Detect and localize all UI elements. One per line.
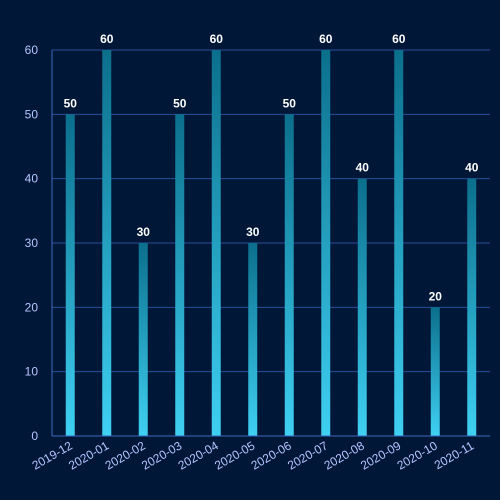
data-label-2019-12: 50 <box>64 96 78 110</box>
y-tick-label: 40 <box>25 172 39 186</box>
data-label-2020-08: 40 <box>356 161 370 175</box>
data-label-2020-01: 60 <box>100 32 114 46</box>
x-tick-label-2020-07: 2020-07 <box>285 438 330 472</box>
data-label-2020-10: 20 <box>429 289 443 303</box>
bar-2020-07[interactable] <box>321 50 331 436</box>
bar-2020-03[interactable] <box>175 114 185 436</box>
bars <box>65 50 477 436</box>
x-tick-label-2020-04: 2020-04 <box>176 438 221 472</box>
bar-2020-11[interactable] <box>467 178 477 436</box>
bar-2019-12[interactable] <box>65 114 75 436</box>
x-tick-label-2019-12: 2019-12 <box>30 438 75 472</box>
data-label-2020-09: 60 <box>392 32 406 46</box>
x-tick-label-2020-03: 2020-03 <box>139 438 184 472</box>
y-tick-label: 50 <box>25 107 39 121</box>
data-label-2020-04: 60 <box>210 32 224 46</box>
data-label-2020-07: 60 <box>319 32 333 46</box>
x-tick-label-2020-06: 2020-06 <box>249 438 294 472</box>
bar-2020-01[interactable] <box>102 50 112 436</box>
bar-2020-06[interactable] <box>284 114 294 436</box>
x-tick-label-2020-01: 2020-01 <box>66 438 111 472</box>
grid-lines <box>52 49 490 373</box>
bar-2020-04[interactable] <box>211 50 221 436</box>
bar-2020-05[interactable] <box>248 243 258 436</box>
bar-2020-08[interactable] <box>357 178 367 436</box>
data-label-2020-03: 50 <box>173 96 187 110</box>
x-tick-label-2020-10: 2020-10 <box>395 438 440 472</box>
y-tick-label: 60 <box>25 43 39 57</box>
bar-2020-09[interactable] <box>394 50 404 436</box>
data-label-2020-02: 30 <box>137 225 151 239</box>
data-label-2020-06: 50 <box>283 96 297 110</box>
x-tick-label-2020-09: 2020-09 <box>358 438 403 472</box>
bar-2020-02[interactable] <box>138 243 148 436</box>
y-tick-label: 30 <box>25 236 39 250</box>
y-tick-label: 20 <box>25 300 39 314</box>
x-tick-label-2020-08: 2020-08 <box>322 438 367 472</box>
axes <box>51 50 490 437</box>
x-tick-label-2020-11: 2020-11 <box>432 438 477 472</box>
data-label-2020-11: 40 <box>465 161 479 175</box>
y-tick-label: 10 <box>25 365 39 379</box>
data-label-2020-05: 30 <box>246 225 260 239</box>
x-tick-label-2020-05: 2020-05 <box>212 438 257 472</box>
x-tick-label-2020-02: 2020-02 <box>103 438 148 472</box>
bar-2020-10[interactable] <box>430 307 440 436</box>
y-tick-label: 0 <box>31 429 38 443</box>
